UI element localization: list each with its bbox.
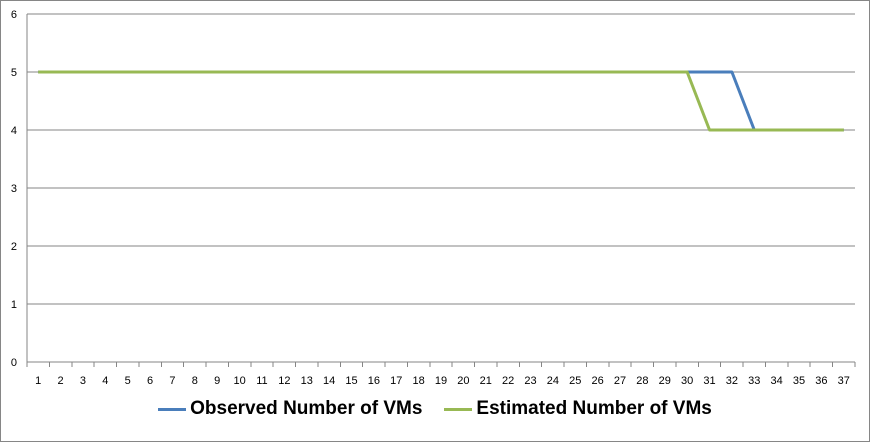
y-tick-labels: 0 1 2 3 4 5 6	[11, 9, 17, 369]
series-line-observed	[38, 70, 844, 132]
y-tick-label: 2	[11, 241, 17, 253]
x-tick-label: 20	[457, 375, 469, 387]
x-tick-label: 27	[614, 375, 626, 387]
legend-label-observed: Observed Number of VMs	[190, 398, 423, 419]
legend: Observed Number of VMs Estimated Number …	[0, 398, 870, 420]
x-tick-label: 22	[502, 375, 514, 387]
series-line-estimated	[38, 70, 844, 132]
x-tick-label: 33	[748, 375, 760, 387]
series-lines	[38, 70, 844, 132]
x-tick-label: 35	[793, 375, 805, 387]
x-tick-label: 18	[412, 375, 424, 387]
x-tick-label: 37	[838, 375, 850, 387]
x-tick-label: 17	[390, 375, 402, 387]
legend-swatch-observed	[158, 407, 187, 411]
y-tick-label: 1	[11, 299, 17, 311]
legend-item-estimated: Estimated Number of VMs	[444, 398, 712, 420]
x-tick-label: 19	[435, 375, 447, 387]
legend-label-estimated: Estimated Number of VMs	[476, 398, 712, 419]
x-tick-label: 26	[592, 375, 604, 387]
x-tick-label: 30	[681, 375, 693, 387]
gridlines	[27, 13, 855, 305]
x-tick-label: 3	[80, 375, 86, 387]
x-tick-label: 6	[147, 375, 153, 387]
x-tick-label: 16	[368, 375, 380, 387]
x-tick-label: 8	[192, 375, 198, 387]
x-tick-label: 25	[569, 375, 581, 387]
x-tick-label: 14	[323, 375, 335, 387]
x-tick-label: 15	[345, 375, 357, 387]
x-tick-labels: 1 2 3 4 5 6 7 8 9 10 11 12 13 14 15 16 17 18 19 20 21 22 23 24 2…	[35, 375, 850, 387]
x-tick-label: 5	[125, 375, 131, 387]
y-tick-label: 5	[11, 67, 17, 79]
x-tick-label: 36	[815, 375, 827, 387]
x-tick-label: 28	[636, 375, 648, 387]
x-tick-label: 21	[480, 375, 492, 387]
x-tick-label: 7	[169, 375, 175, 387]
x-tick-label: 32	[726, 375, 738, 387]
y-tick-label: 0	[11, 357, 17, 369]
x-tick-label: 29	[659, 375, 671, 387]
x-tick-label: 23	[524, 375, 536, 387]
legend-item-observed: Observed Number of VMs	[158, 398, 422, 420]
x-tick-label: 4	[102, 375, 108, 387]
legend-swatch-estimated	[444, 407, 473, 411]
x-tick-label: 12	[278, 375, 290, 387]
y-tick-label: 6	[11, 9, 17, 21]
x-tick-label: 10	[233, 375, 245, 387]
x-tick-label: 1	[35, 375, 41, 387]
axes	[26, 14, 856, 367]
x-tick-label: 2	[58, 375, 64, 387]
x-tick-label: 34	[771, 375, 783, 387]
x-tick-label: 31	[703, 375, 715, 387]
y-tick-label: 3	[11, 183, 17, 195]
x-tick-label: 24	[547, 375, 559, 387]
x-tick-label: 13	[301, 375, 313, 387]
y-tick-label: 4	[11, 125, 17, 137]
x-tick-label: 11	[256, 375, 267, 387]
x-tick-label: 9	[214, 375, 220, 387]
